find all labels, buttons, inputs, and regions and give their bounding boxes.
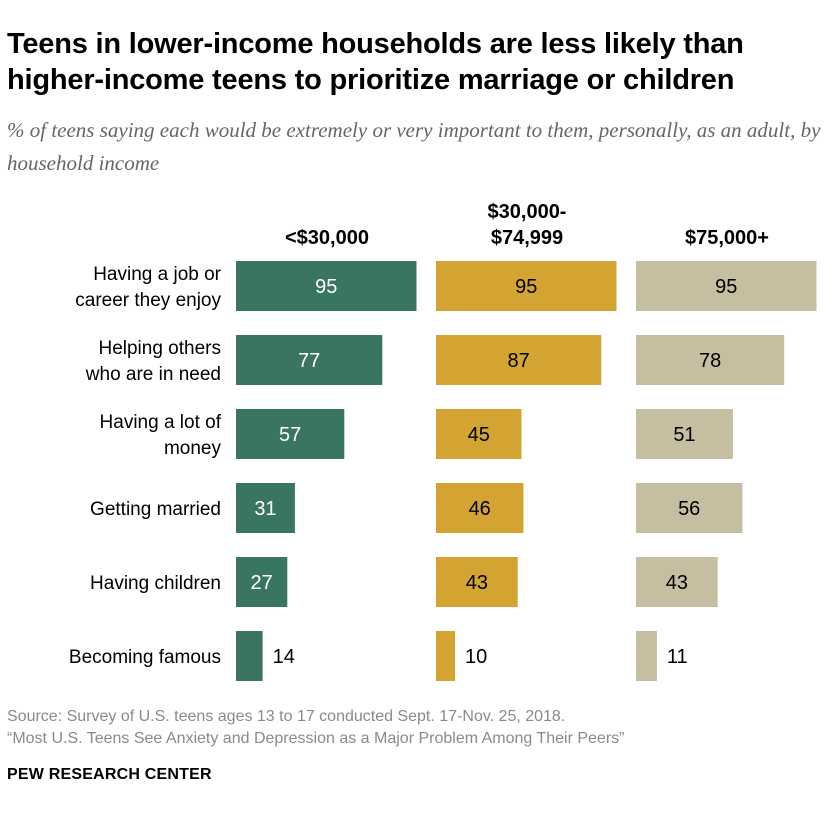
data-label: 78 — [699, 350, 721, 372]
data-label: 43 — [666, 572, 688, 594]
column-header: $74,999 — [491, 227, 563, 249]
data-label: 11 — [667, 646, 688, 668]
data-label: 95 — [715, 276, 737, 298]
source-note: Source: Survey of U.S. teens ages 13 to … — [7, 706, 832, 750]
data-label: 46 — [469, 498, 491, 520]
bar — [436, 409, 522, 459]
column-header: $30,000- — [488, 201, 567, 223]
data-label: 87 — [508, 350, 530, 372]
bar — [236, 631, 263, 681]
data-label: 95 — [515, 276, 537, 298]
bar — [636, 483, 743, 533]
data-label: 45 — [468, 424, 490, 446]
bar — [236, 409, 345, 459]
data-label: 77 — [298, 350, 320, 372]
category-label: who are in need — [85, 364, 221, 385]
bar — [436, 261, 617, 311]
bar-chart: <$30,000 $30,000- $74,999 $75,000+ Having a … — [69, 201, 817, 681]
data-label: 95 — [315, 276, 337, 298]
bar — [436, 483, 524, 533]
bar — [436, 557, 518, 607]
data-label: 51 — [673, 424, 695, 446]
category-label: Getting married — [90, 499, 221, 520]
category-label: money — [164, 438, 222, 459]
data-label: 10 — [465, 646, 487, 668]
data-label: 43 — [466, 572, 488, 594]
column-header: $75,000+ — [685, 227, 769, 249]
bar — [436, 631, 455, 681]
data-label: 57 — [279, 424, 301, 446]
category-label: Having children — [90, 573, 221, 594]
bar — [636, 261, 817, 311]
category-label: Helping others — [98, 338, 221, 359]
data-label: 56 — [678, 498, 700, 520]
bar — [236, 557, 288, 607]
bar — [436, 335, 602, 385]
category-label: Having a lot of — [100, 412, 222, 433]
bar — [236, 335, 383, 385]
source-line: Source: Survey of U.S. teens ages 13 to … — [7, 708, 566, 725]
chart-title: Teens in lower-income households are les… — [7, 28, 744, 96]
bar — [636, 335, 785, 385]
category-label: career they enjoy — [75, 290, 221, 311]
category-label: Having a job or — [93, 264, 221, 285]
column-header: <$30,000 — [285, 227, 369, 249]
footer-brand: PEW RESEARCH CENTER — [7, 766, 212, 783]
chart-subtitle: % of teens saying each would be extremel… — [7, 118, 821, 175]
bar — [636, 557, 718, 607]
bar — [236, 483, 295, 533]
report-title-line: “Most U.S. Teens See Anxiety and Depress… — [7, 730, 625, 747]
data-label: 31 — [254, 498, 276, 520]
data-label: 14 — [273, 646, 295, 668]
bar — [236, 261, 417, 311]
bar — [636, 409, 733, 459]
category-label: Becoming famous — [69, 647, 221, 668]
bar — [636, 631, 657, 681]
data-label: 27 — [251, 572, 273, 594]
